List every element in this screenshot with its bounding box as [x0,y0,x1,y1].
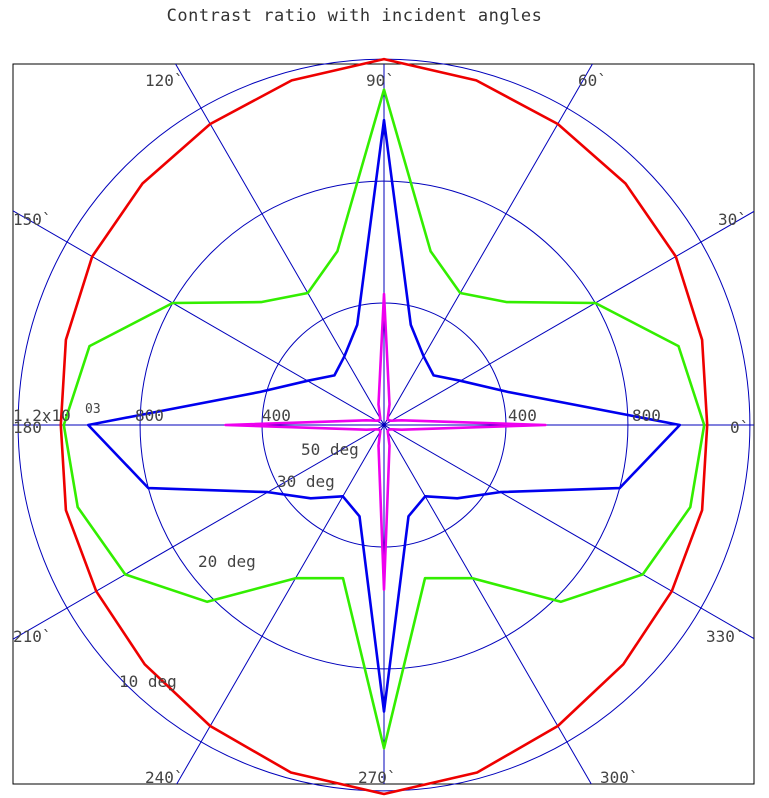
series-layer [59,57,709,796]
angle-label-270: 270` [358,768,397,787]
series-label-10-deg: 10 deg [119,672,177,691]
radial-label-0: 400 [262,406,291,425]
chart-title: Contrast ratio with incident angles [166,6,543,26]
angle-label-300: 300` [600,768,639,787]
series-line-20-deg [62,88,706,750]
radial-label-1: 800 [135,406,164,425]
angle-label-0: 0` [730,418,749,437]
series-line-30-deg [86,118,682,713]
series-label-30-deg: 30 deg [277,472,335,491]
angle-label-90: 90` [366,71,395,90]
radial-label-4: 800 [632,406,661,425]
series-line-10-deg [59,57,709,796]
radial-label-2: 1.2x10 [13,406,71,425]
angle-label-180: 180` [13,418,52,437]
angle-label-150: 150` [13,210,52,229]
angle-label-240: 240` [145,768,184,787]
angle-label-60: 60` [578,71,607,90]
angle-label-210: 210` [13,627,52,646]
series-label-20-deg: 20 deg [198,552,256,571]
series-line-50-deg [224,292,547,592]
angle-label-330: 330` [706,627,745,646]
angle-label-30: 30` [718,210,747,229]
angle-label-120: 120` [145,71,184,90]
series-label-50-deg: 50 deg [301,440,359,459]
label-layer: 0` 30` 60` 90` 120` 150` 180` 210` 240` 270` 300` 3… [13,71,749,787]
radial-label-3: 400 [508,406,537,425]
radial-label-exponent: 03 [85,402,101,417]
